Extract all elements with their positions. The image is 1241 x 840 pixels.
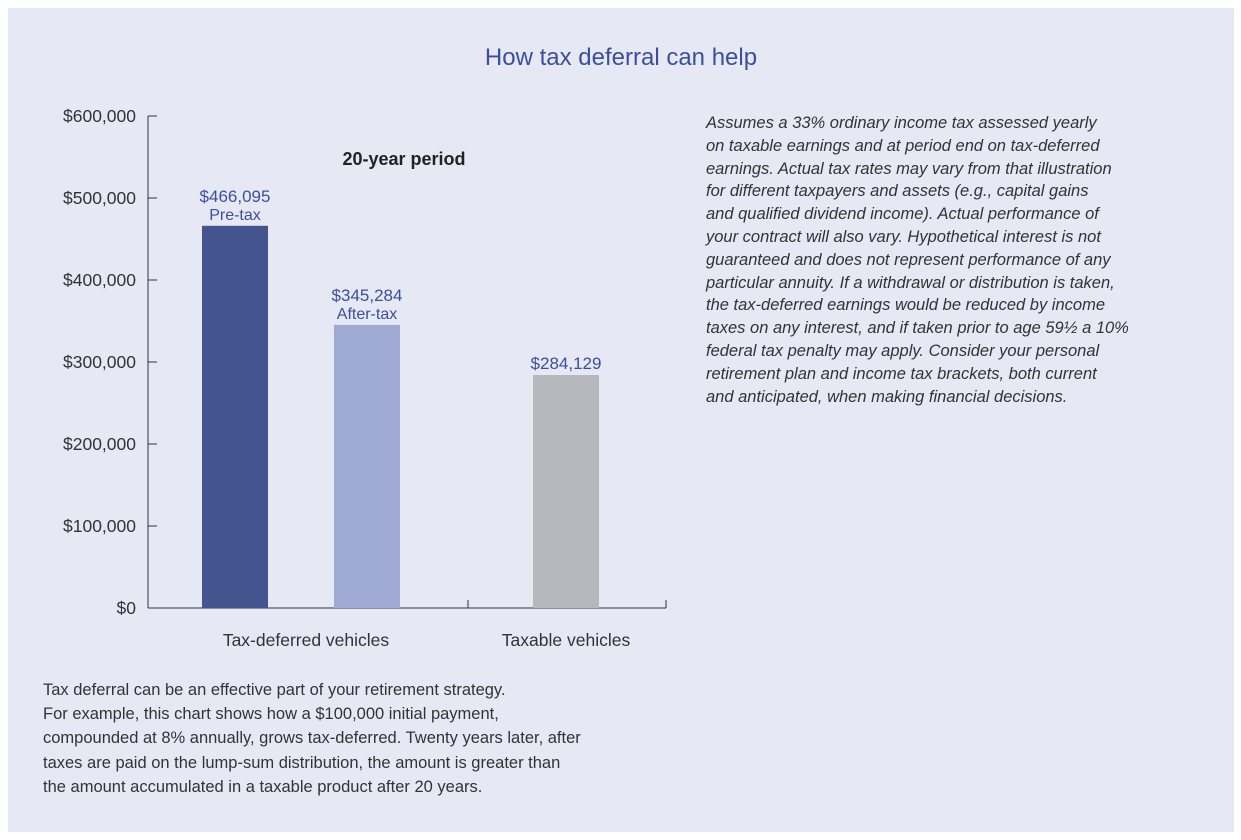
caption-line: For example, this chart shows how a $100… (43, 705, 499, 724)
note-line: federal tax penalty may apply. Consider … (706, 341, 1100, 360)
note-line: on taxable earnings and at period end on… (706, 136, 1100, 155)
bar-value-label: $345,284 (332, 286, 403, 305)
y-tick-label: $100,000 (63, 516, 136, 536)
bar-sublabel: Pre-tax (209, 207, 261, 224)
y-tick-label: $300,000 (63, 352, 136, 372)
x-category-label: Tax-deferred vehicles (223, 630, 390, 650)
note-line: the tax-deferred earnings would be reduc… (706, 296, 1105, 315)
y-tick-label: $600,000 (63, 106, 136, 126)
note-line: Assumes a 33% ordinary income tax assess… (706, 114, 1097, 132)
caption-line: Tax deferral can be an effective part of… (43, 681, 506, 699)
bar (334, 324, 400, 608)
chart-subtitle: 20-year period (342, 149, 465, 169)
bar (202, 225, 268, 608)
caption-line: compounded at 8% annually, grows tax-def… (43, 729, 581, 748)
caption-line: the amount accumulated in a taxable prod… (43, 777, 483, 796)
note-line: and anticipated, when making financial d… (706, 387, 1068, 406)
y-tick-label: $0 (117, 598, 137, 618)
note-line: your contract will also vary. Hypothetic… (706, 227, 1101, 246)
note-line: retirement plan and income tax brackets,… (706, 364, 1097, 383)
chart-caption: Tax deferral can be an effective part of… (43, 678, 763, 799)
y-tick-label: $200,000 (63, 434, 136, 454)
bar-value-label: $466,095 (200, 187, 271, 206)
x-category-label: Taxable vehicles (502, 630, 631, 650)
bar-chart: $0 $100,000 $200,000 $300,000 $400,000 $500,0… (63, 106, 667, 650)
bar (533, 375, 599, 608)
figure-panel: How tax deferral can help $0 $100,000 $200… (8, 8, 1234, 832)
note-line: and qualified dividend income). Actual p… (706, 205, 1099, 224)
caption-line: taxes are paid on the lump-sum distribut… (43, 753, 561, 772)
note-line: guaranteed and does not represent perfor… (706, 250, 1111, 269)
chart-title: How tax deferral can help (484, 44, 758, 71)
bar-value-label: $284,129 (531, 354, 602, 373)
assumptions-note: Assumes a 33% ordinary income tax assess… (706, 112, 1206, 408)
note-line: taxes on any interest, and if taken prio… (706, 319, 1129, 338)
bar-sublabel: After-tax (337, 306, 397, 323)
note-line: particular annuity. If a withdrawal or d… (706, 273, 1115, 292)
note-line: earnings. Actual tax rates may vary from… (706, 159, 1112, 178)
note-line: for different taxpayers and assets (e.g.… (706, 182, 1089, 201)
y-tick-label: $500,000 (63, 188, 136, 208)
y-tick-label: $400,000 (63, 270, 136, 290)
